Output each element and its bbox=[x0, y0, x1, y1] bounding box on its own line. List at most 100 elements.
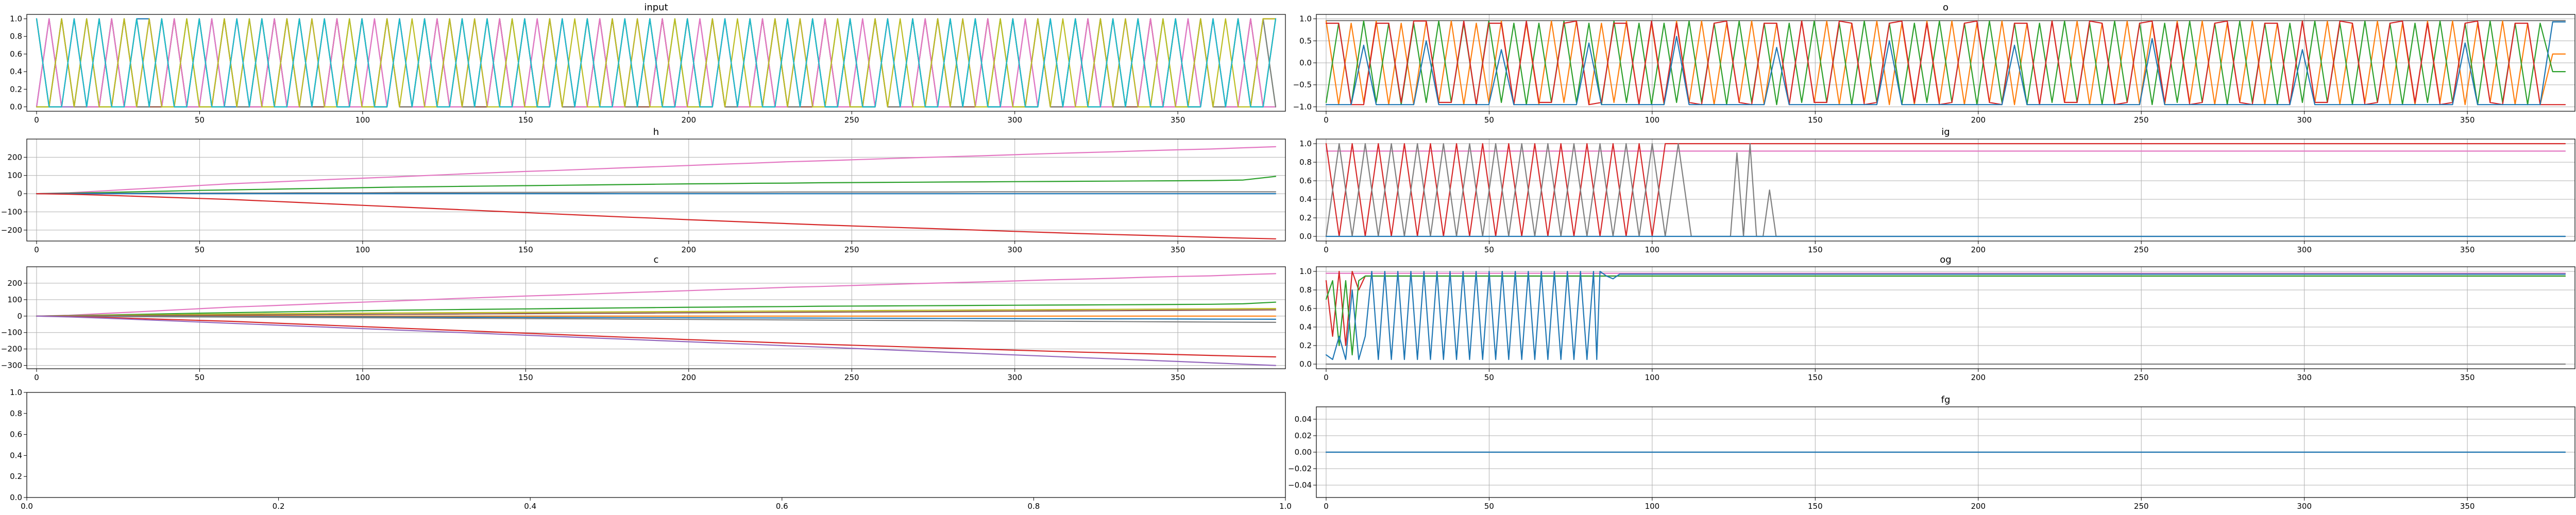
series-line-c-2 bbox=[36, 307, 1277, 317]
subplot-title: input bbox=[644, 2, 668, 13]
y-tick-label: 0.02 bbox=[1295, 431, 1312, 440]
series-line-h-0 bbox=[36, 146, 1277, 195]
subplot-ig: 0 50 100 150 200 250 300 350 0.0 0.2 0.4 0.6 0.8 1.0 i… bbox=[1299, 127, 2575, 254]
x-tick-label: 0 bbox=[34, 373, 39, 382]
y-tick-label: 0.8 bbox=[10, 32, 22, 41]
series-line-h-1 bbox=[36, 176, 1277, 195]
x-tick-label: 350 bbox=[1171, 373, 1185, 382]
y-tick-label: 0.04 bbox=[1295, 415, 1312, 424]
x-tick-label: 300 bbox=[2297, 115, 2312, 125]
x-tick-label: 0.8 bbox=[1027, 502, 1040, 511]
x-tick-label: 100 bbox=[355, 245, 370, 254]
y-tick-label: −100 bbox=[1, 328, 22, 337]
y-tick-label: −100 bbox=[1, 207, 22, 216]
x-tick-label: 150 bbox=[1808, 115, 1823, 125]
y-tick-label: 0.2 bbox=[10, 472, 22, 481]
x-tick-label: 1.0 bbox=[1279, 502, 1292, 511]
x-tick-label: 200 bbox=[1971, 373, 1986, 382]
y-tick-label: 0.0 bbox=[1299, 359, 1312, 369]
x-tick-label: 100 bbox=[1645, 245, 1660, 254]
series-line-c-6 bbox=[36, 315, 1277, 323]
series-line-og-3 bbox=[1325, 270, 2566, 360]
subplot-o: 0 50 100 150 200 250 300 350 −1.0 −0.5 0.0 0.5 1.0 o bbox=[1293, 2, 2575, 125]
x-tick-label: 150 bbox=[1808, 373, 1823, 382]
x-tick-label: 300 bbox=[1007, 245, 1022, 254]
y-tick-label: 1.0 bbox=[1299, 139, 1312, 148]
axes-frame bbox=[1316, 266, 2575, 369]
x-tick-label: 350 bbox=[1171, 245, 1185, 254]
x-tick-label: 50 bbox=[1484, 502, 1494, 511]
series-line-c-7 bbox=[36, 315, 1277, 358]
y-tick-label: −200 bbox=[1, 226, 22, 235]
axes-frame bbox=[26, 266, 1286, 369]
y-tick-label: 0.6 bbox=[1299, 304, 1312, 313]
y-tick-label: 0.8 bbox=[1299, 158, 1312, 167]
series-line-input-9 bbox=[36, 18, 1277, 108]
x-tick-label: 250 bbox=[844, 373, 859, 382]
y-tick-label: −0.5 bbox=[1293, 80, 1312, 90]
series-line-h-2 bbox=[36, 191, 1277, 195]
y-tick-label: 0.0 bbox=[10, 493, 22, 502]
x-tick-label: 250 bbox=[2134, 245, 2149, 254]
subplot-title: fg bbox=[1941, 394, 1951, 405]
x-tick-label: 300 bbox=[1007, 373, 1022, 382]
x-tick-label: 0 bbox=[1324, 115, 1329, 125]
x-tick-label: 0 bbox=[1324, 502, 1329, 511]
x-tick-label: 50 bbox=[1484, 373, 1494, 382]
y-tick-label: 1.0 bbox=[10, 388, 22, 397]
x-tick-label: 0.4 bbox=[524, 502, 536, 511]
x-tick-label: 150 bbox=[518, 373, 533, 382]
x-tick-label: 100 bbox=[1645, 502, 1660, 511]
x-tick-label: 300 bbox=[1007, 115, 1022, 125]
y-tick-label: 0.8 bbox=[1299, 285, 1312, 295]
x-tick-label: 300 bbox=[2297, 502, 2312, 511]
x-tick-label: 200 bbox=[1971, 245, 1986, 254]
x-tick-label: 250 bbox=[2134, 502, 2149, 511]
series-line-c-3 bbox=[36, 309, 1277, 317]
x-tick-label: 0 bbox=[34, 115, 39, 125]
x-tick-label: 350 bbox=[2460, 245, 2475, 254]
y-tick-label: 0.4 bbox=[10, 451, 22, 460]
subplot-title: c bbox=[654, 254, 659, 265]
x-tick-label: 0 bbox=[1324, 373, 1329, 382]
y-tick-label: −300 bbox=[1, 361, 22, 370]
x-tick-label: 350 bbox=[2460, 115, 2475, 125]
subplot-empty: 0.0 0.2 0.4 0.6 0.8 1.0 0.0 0.2 0.4 0.6 0.8 1.0 bbox=[10, 388, 1292, 511]
x-tick-label: 100 bbox=[1645, 115, 1660, 125]
y-tick-label: −0.04 bbox=[1288, 480, 1312, 490]
x-tick-label: 150 bbox=[518, 245, 533, 254]
y-tick-label: 0.6 bbox=[10, 49, 22, 59]
x-tick-label: 200 bbox=[1971, 502, 1986, 511]
x-tick-label: 300 bbox=[2297, 245, 2312, 254]
y-tick-label: 200 bbox=[7, 279, 22, 288]
y-tick-label: 0.00 bbox=[1295, 448, 1312, 457]
y-tick-label: 0.2 bbox=[1299, 213, 1312, 222]
y-tick-label: 0 bbox=[17, 189, 22, 198]
x-tick-label: 250 bbox=[844, 245, 859, 254]
y-tick-label: 0.6 bbox=[10, 430, 22, 439]
series-line-c-0 bbox=[36, 273, 1277, 317]
y-tick-label: 0.4 bbox=[1299, 195, 1312, 204]
y-tick-label: 1.0 bbox=[1299, 14, 1312, 24]
x-tick-label: 350 bbox=[1171, 115, 1185, 125]
y-tick-label: −0.02 bbox=[1288, 464, 1312, 473]
series-line-ig-1 bbox=[1325, 143, 2566, 237]
axes-frame bbox=[1316, 139, 2575, 242]
series-line-ig-2 bbox=[1325, 143, 2566, 237]
x-tick-label: 200 bbox=[681, 373, 696, 382]
series-line-o-3 bbox=[1325, 20, 2566, 106]
subplot-input: 0 50 100 150 200 250 300 350 0.0 0.2 0.4 0.6 0.8 1.0 i… bbox=[10, 2, 1286, 125]
x-tick-label: 250 bbox=[2134, 373, 2149, 382]
y-tick-label: 0.6 bbox=[1299, 176, 1312, 185]
x-tick-label: 50 bbox=[1484, 245, 1494, 254]
y-tick-label: 0.5 bbox=[1299, 36, 1312, 45]
x-tick-label: 100 bbox=[355, 373, 370, 382]
y-tick-label: 0.0 bbox=[10, 102, 22, 111]
series-line-c-8 bbox=[36, 315, 1277, 366]
x-tick-label: 0.6 bbox=[776, 502, 788, 511]
subplot-og: 0 50 100 150 200 250 300 350 0.0 0.2 0.4 0.6 0.8 1.0 o… bbox=[1299, 254, 2575, 382]
x-tick-label: 150 bbox=[1808, 245, 1823, 254]
y-tick-label: 1.0 bbox=[10, 14, 22, 24]
subplot-title: og bbox=[1940, 254, 1951, 265]
